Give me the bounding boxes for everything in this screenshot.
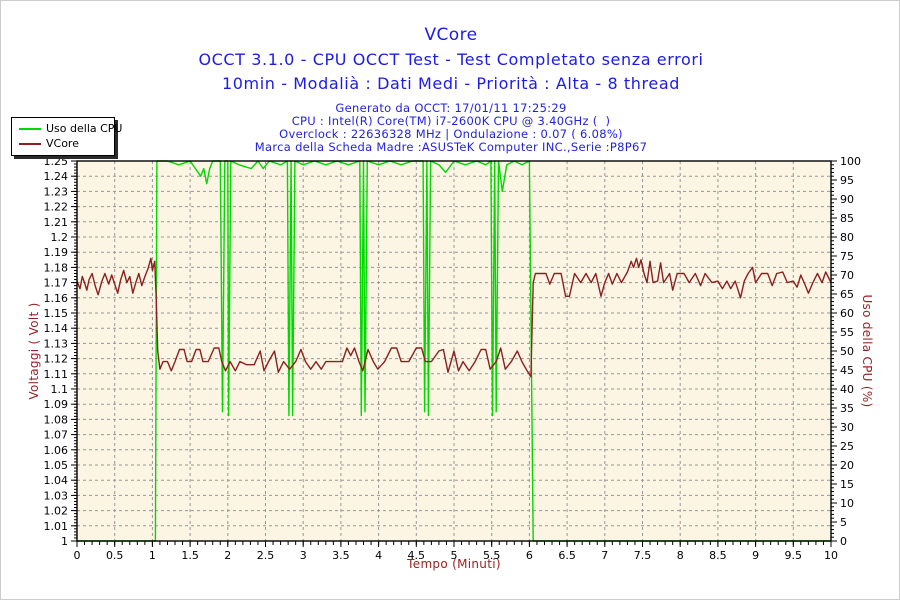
svg-text:1.23: 1.23 <box>44 185 69 198</box>
svg-text:1.16: 1.16 <box>44 292 69 305</box>
x-axis-title: Tempo (Minuti) <box>407 557 501 571</box>
info-overclock: Overclock : 22636328 MHz | Ondulazione :… <box>279 127 623 141</box>
svg-text:1: 1 <box>61 535 68 548</box>
svg-text:40: 40 <box>840 383 854 396</box>
svg-text:1.14: 1.14 <box>44 322 69 335</box>
svg-text:0: 0 <box>74 549 81 562</box>
svg-text:8.5: 8.5 <box>709 549 727 562</box>
legend-item-vcore: VCore <box>12 136 114 151</box>
svg-text:8: 8 <box>677 549 684 562</box>
svg-text:1.05: 1.05 <box>44 459 69 472</box>
svg-text:25: 25 <box>840 440 854 453</box>
svg-text:1.19: 1.19 <box>44 246 69 259</box>
svg-text:1.15: 1.15 <box>44 307 69 320</box>
svg-text:1.21: 1.21 <box>44 216 69 229</box>
svg-text:9: 9 <box>752 549 759 562</box>
svg-text:55: 55 <box>840 326 854 339</box>
svg-text:70: 70 <box>840 269 854 282</box>
legend-label-cpu: Uso della CPU <box>46 122 123 135</box>
svg-text:6.5: 6.5 <box>558 549 576 562</box>
svg-text:7.5: 7.5 <box>634 549 652 562</box>
svg-text:9.5: 9.5 <box>785 549 803 562</box>
svg-text:1.07: 1.07 <box>44 429 69 442</box>
svg-text:45: 45 <box>840 364 854 377</box>
svg-text:10: 10 <box>824 549 838 562</box>
svg-text:5: 5 <box>451 549 458 562</box>
svg-text:85: 85 <box>840 212 854 225</box>
svg-text:1.22: 1.22 <box>44 201 69 214</box>
chart-title: VCore <box>424 25 478 45</box>
svg-text:3: 3 <box>300 549 307 562</box>
svg-text:15: 15 <box>840 478 854 491</box>
svg-text:10: 10 <box>840 497 854 510</box>
svg-text:1.12: 1.12 <box>44 353 69 366</box>
svg-text:1.5: 1.5 <box>181 549 199 562</box>
svg-text:5.5: 5.5 <box>483 549 501 562</box>
svg-text:1.11: 1.11 <box>44 368 69 381</box>
svg-text:0: 0 <box>840 535 847 548</box>
svg-text:90: 90 <box>840 193 854 206</box>
chart-legend: Uso della CPU VCore <box>11 117 122 156</box>
svg-text:1.03: 1.03 <box>44 489 69 502</box>
svg-text:1.13: 1.13 <box>44 337 69 350</box>
svg-text:35: 35 <box>840 402 854 415</box>
svg-text:1: 1 <box>149 549 156 562</box>
chart-subtitle-mode: 10min - Modalià : Dati Medi - Priorità :… <box>222 74 680 93</box>
svg-text:1.18: 1.18 <box>44 261 69 274</box>
svg-text:3.5: 3.5 <box>332 549 350 562</box>
cpu-line-swatch <box>19 127 41 130</box>
svg-text:1.25: 1.25 <box>44 155 69 168</box>
svg-text:7: 7 <box>601 549 608 562</box>
svg-text:1.01: 1.01 <box>44 520 69 533</box>
svg-text:1.1: 1.1 <box>51 383 69 396</box>
svg-text:1.09: 1.09 <box>44 398 69 411</box>
svg-text:95: 95 <box>840 174 854 187</box>
svg-text:1.06: 1.06 <box>44 444 69 457</box>
info-cpu: CPU : Intel(R) Core(TM) i7-2600K CPU @ 3… <box>291 114 611 128</box>
svg-text:4: 4 <box>375 549 382 562</box>
legend-label-vcore: VCore <box>46 137 79 150</box>
legend-item-cpu: Uso della CPU <box>12 121 122 136</box>
svg-text:2.5: 2.5 <box>257 549 275 562</box>
svg-text:30: 30 <box>840 421 854 434</box>
svg-text:80: 80 <box>840 231 854 244</box>
svg-text:75: 75 <box>840 250 854 263</box>
info-generated: Generato da OCCT: 17/01/11 17:25:29 <box>335 101 567 115</box>
svg-text:1.02: 1.02 <box>44 505 69 518</box>
svg-text:4.5: 4.5 <box>408 549 426 562</box>
svg-text:1.24: 1.24 <box>44 170 69 183</box>
svg-text:0.5: 0.5 <box>106 549 124 562</box>
vcore-line-swatch <box>19 142 41 145</box>
svg-text:60: 60 <box>840 307 854 320</box>
svg-text:2: 2 <box>224 549 231 562</box>
svg-text:5: 5 <box>840 516 847 529</box>
svg-text:1.08: 1.08 <box>44 413 69 426</box>
svg-text:1.17: 1.17 <box>44 277 69 290</box>
svg-text:65: 65 <box>840 288 854 301</box>
svg-text:6: 6 <box>526 549 533 562</box>
svg-text:20: 20 <box>840 459 854 472</box>
svg-text:50: 50 <box>840 345 854 358</box>
chart-subtitle-test: OCCT 3.1.0 - CPU OCCT Test - Test Comple… <box>198 50 704 69</box>
info-motherboard: Marca della Scheda Madre :ASUSTeK Comput… <box>254 140 648 154</box>
svg-text:100: 100 <box>840 155 861 168</box>
svg-text:1.04: 1.04 <box>44 474 69 487</box>
svg-text:1.2: 1.2 <box>51 231 69 244</box>
